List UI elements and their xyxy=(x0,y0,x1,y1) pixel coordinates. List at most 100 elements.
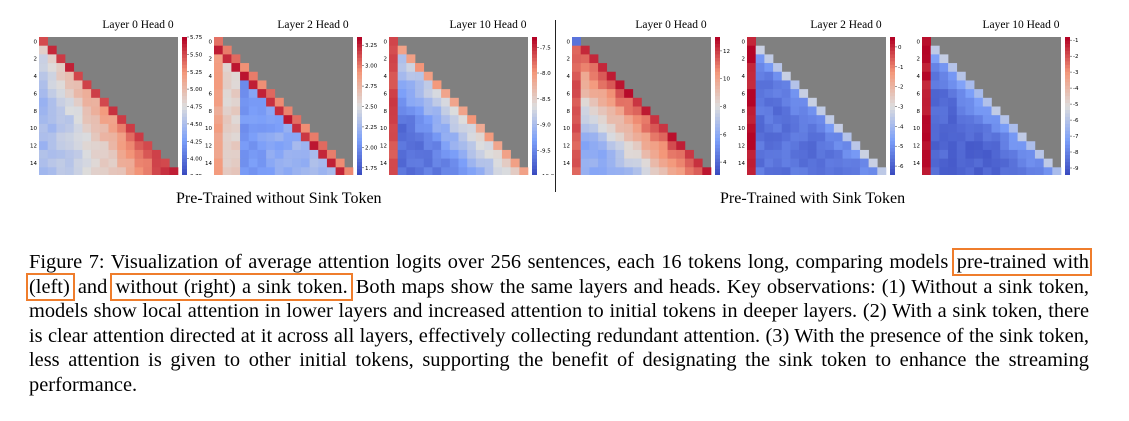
colorbar-segment xyxy=(1065,50,1070,55)
heatmap-cell xyxy=(292,141,302,151)
heatmap-cell xyxy=(73,115,83,125)
heatmap-cell xyxy=(956,141,966,151)
colorbar-segment xyxy=(182,158,187,163)
heatmap-cell xyxy=(877,167,887,175)
heatmap-cell xyxy=(274,167,284,175)
colorbar-segment xyxy=(715,109,720,114)
heatmap-cell xyxy=(117,158,127,168)
heatmap-cell xyxy=(406,141,416,151)
colorbar-segment xyxy=(715,89,720,94)
colorbar-tick-label: 4.25 xyxy=(190,139,203,145)
heatmap-cell xyxy=(248,71,258,81)
heatmap-cell xyxy=(598,149,608,159)
heatmap-cell xyxy=(397,123,407,133)
heatmap-cell xyxy=(125,132,135,142)
heatmap-cell xyxy=(580,80,590,90)
heatmap-cell xyxy=(389,149,398,159)
heatmap-cell xyxy=(292,115,302,125)
heatmap-cell xyxy=(702,167,712,175)
colorbar-segment xyxy=(532,47,537,52)
heatmap-cell xyxy=(326,167,336,175)
colorbar-segment xyxy=(715,137,720,142)
heatmap-cell xyxy=(764,71,774,81)
y-tick-label: 4 xyxy=(917,74,921,80)
heatmap-cell xyxy=(91,89,101,99)
heatmap-cell xyxy=(143,149,153,159)
heatmap-cell xyxy=(747,63,756,73)
heatmap-cell xyxy=(214,149,223,159)
panel-title: Layer 0 Head 0 xyxy=(102,19,174,31)
heatmap-cell xyxy=(948,80,958,90)
colorbar-segment xyxy=(890,103,895,107)
heatmap-cell xyxy=(615,123,625,133)
heatmap-cell xyxy=(397,63,407,73)
heatmap-cell xyxy=(676,149,686,159)
heatmap-cell xyxy=(580,97,590,107)
colorbar-segment xyxy=(890,144,895,149)
heatmap-cell xyxy=(397,54,407,64)
heatmap-cell xyxy=(300,149,310,159)
colorbar-segment xyxy=(715,99,720,104)
heatmap-cell xyxy=(389,106,398,116)
heatmap-cell xyxy=(615,115,625,125)
heatmap-cell xyxy=(790,89,800,99)
heatmap-cell xyxy=(283,141,293,151)
heatmap-cell xyxy=(658,158,668,168)
heatmap-cell xyxy=(624,106,634,116)
heatmap-cell xyxy=(151,158,161,168)
heatmap-cell xyxy=(693,158,703,168)
heatmap-cell xyxy=(449,158,459,168)
heatmap-cell xyxy=(240,149,250,159)
heatmap-cell xyxy=(501,149,511,159)
heatmap-cell xyxy=(143,158,153,168)
colorbar-segment xyxy=(357,113,362,118)
colorbar-segment xyxy=(357,123,362,128)
heatmap-cell xyxy=(965,132,975,142)
heatmap-cell xyxy=(274,97,284,107)
colorbar-tick-label: 8 xyxy=(723,105,727,111)
heatmap-cell xyxy=(389,167,398,175)
heatmap-cell xyxy=(580,158,590,168)
heatmap-cell xyxy=(415,141,425,151)
heatmap-cell xyxy=(842,158,852,168)
heatmap-cell xyxy=(632,106,642,116)
colorbar-segment xyxy=(182,169,187,173)
colorbar-segment xyxy=(1065,54,1070,59)
heatmap-cell xyxy=(650,123,660,133)
colorbar-tick-label: 5.00 xyxy=(190,87,203,93)
heatmap-cell xyxy=(318,141,328,151)
heatmap-cell xyxy=(922,63,931,73)
heatmap: 00224466881010121214141210864 xyxy=(563,37,730,175)
heatmap-cell xyxy=(389,37,398,46)
heatmap-cell xyxy=(922,54,931,64)
heatmap-cell xyxy=(589,63,599,73)
heatmap-cell xyxy=(658,167,668,175)
heatmap-cell xyxy=(82,115,92,125)
colorbar-segment xyxy=(890,106,895,111)
heatmap-cell xyxy=(441,123,451,133)
heatmap-cell xyxy=(930,158,940,168)
heatmap-cell xyxy=(781,97,791,107)
heatmap-cell xyxy=(397,89,407,99)
heatmap-cell xyxy=(214,71,223,81)
heatmap-cell xyxy=(615,141,625,151)
colorbar-segment xyxy=(890,158,895,163)
heatmap-cell xyxy=(781,158,791,168)
heatmap-cell xyxy=(151,167,161,175)
heatmap-cell xyxy=(930,63,940,73)
heatmap-cell xyxy=(956,106,966,116)
y-tick-label: 0 xyxy=(742,39,746,45)
heatmap-cell xyxy=(248,167,258,175)
colorbar-segment xyxy=(715,71,720,76)
heatmap-cell xyxy=(764,97,774,107)
colorbar-segment xyxy=(532,141,537,146)
colorbar-segment xyxy=(532,144,537,149)
heatmap-cell xyxy=(965,149,975,159)
heatmap-cell xyxy=(658,141,668,151)
y-tick-label: 12 xyxy=(913,144,920,150)
heatmap-cell xyxy=(773,132,783,142)
colorbar-segment xyxy=(182,68,187,73)
heatmap-cell xyxy=(747,106,756,116)
colorbar-segment xyxy=(182,75,187,80)
heatmap-cell xyxy=(484,141,494,151)
